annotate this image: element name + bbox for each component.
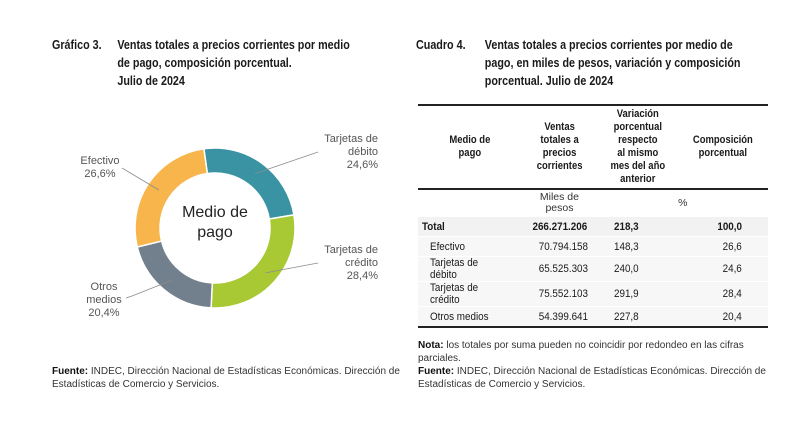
table-title-line: pago, en miles de pesos, variación y com… [484,56,741,70]
cell-label: Otros medios [418,306,522,328]
slice-name-label: crédito [345,257,378,269]
slice-name-label: Otros [91,281,118,293]
table-title-text: Ventas totales a precios corrientes por … [485,36,741,90]
cell-variacion: 291,9 [597,281,678,307]
slice-value-label: 24,6% [347,159,378,171]
unit-percent: % [678,196,688,209]
table-row: Otros medios 54.399.641 227,8 20,4 [418,306,768,328]
cell-ventas: 75.552.103 [521,281,598,307]
table-note-text: los totales por suma pueden no coincidir… [418,340,744,364]
cell-composicion: 100,0 [677,217,768,237]
table-source-text: INDEC, Dirección Nacional de Estadística… [418,366,766,390]
cell-label: Tarjetas de débito [418,256,522,282]
slice-value-label: 26,6% [84,168,115,180]
table-note: Nota: los totales por suma pueden no coi… [418,339,770,365]
table-note-label: Nota: [418,340,444,351]
table-source-label: Fuente: [418,366,455,377]
chart-source-label: Fuente: [52,366,89,377]
table-notes: Nota: los totales por suma pueden no coi… [418,339,770,391]
cell-ventas: 54.399.641 [521,306,598,328]
cell-composicion: 26,6 [677,236,768,257]
sales-table: Medio de pago Ventas totales a precios corri… [418,104,768,328]
cell-variacion: 227,8 [597,306,678,328]
cell-ventas: 266.271.206 [521,217,598,237]
leader-line [254,151,319,174]
cell-composicion: 24,6 [677,256,768,282]
cell-ventas: 65.525.303 [521,256,598,282]
chart-title-line: Julio de 2024 [117,74,185,88]
donut-center-label-line2: pago [197,224,233,241]
leader-line [125,279,173,299]
unit-miles-de-pesos: Miles de pesos [539,191,579,214]
table-title-line: porcentual. Julio de 2024 [484,74,614,88]
table-source: Fuente: INDEC, Dirección Nacional de Est… [418,365,770,391]
table-title-line: Ventas totales a precios corrientes por … [484,38,733,52]
slice-value-label: 28,4% [347,270,378,282]
leader-line [265,262,319,274]
table-title-number: Cuadro 4. [416,38,466,52]
header-variacion: Variación porcentual respecto al mismo mes d… [610,108,665,185]
slice-name-label: Efectivo [80,155,119,167]
slice-name-label: Tarjetas de [324,244,378,256]
header-composicion: Composición porcentual [692,134,753,159]
slice-value-label: 20,4% [88,307,119,319]
cell-label: Tarjetas de crédito [418,281,522,307]
table-row-total: Total 266.271.206 218,3 100,0 [418,217,768,237]
chart-title: Gráfico 3. Ventas totales a precios corr… [52,36,413,92]
cell-composicion: 28,4 [677,281,768,307]
chart-source-text: INDEC, Dirección Nacional de Estadística… [52,366,400,390]
unit-empty [418,189,521,217]
donut-slice-efectivo [134,147,209,248]
cell-variacion: 218,3 [597,217,678,237]
chart-title-line: de pago, composición porcentual. [117,56,292,70]
table-title: Cuadro 4. Ventas totales a precios corri… [416,36,800,92]
cell-ventas: 70.794.158 [521,236,598,257]
chart-source-note: Fuente: INDEC, Dirección Nacional de Est… [52,365,412,391]
cell-variacion: 240,0 [597,256,678,282]
slice-name-label: medios [86,294,122,306]
table-row: Efectivo 70.794.158 148,3 26,6 [418,236,768,257]
slice-name-label: Tarjetas de [324,133,378,145]
header-medio-de-pago: Medio de pago [449,134,491,159]
cell-composicion: 20,4 [677,306,768,328]
cell-label: Total [418,217,522,237]
header-ventas: Ventas totales a precios corrientes [536,121,583,172]
slice-name-label: débito [348,146,378,158]
chart-title-text: Ventas totales a precios corrientes por … [117,36,349,90]
donut-slice-otros-medios [136,240,214,309]
cell-label: Efectivo [418,236,522,257]
leader-line [121,167,160,191]
cell-variacion: 148,3 [597,236,678,257]
table-row: Tarjetas de crédito 75.552.103 291,9 28,… [418,281,768,307]
donut-center-label-line1: Medio de [182,204,248,221]
chart-title-number: Gráfico 3. [52,38,102,52]
chart-title-line: Ventas totales a precios corrientes por … [117,38,350,52]
table-row: Tarjetas de débito 65.525.303 240,0 24,6 [418,256,768,282]
